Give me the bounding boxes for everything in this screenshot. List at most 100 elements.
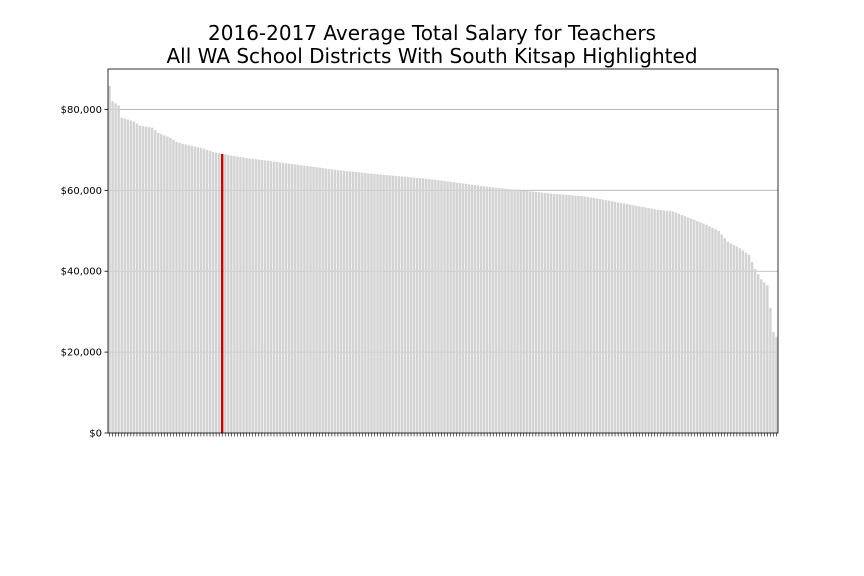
bar: [732, 244, 736, 433]
bar: [756, 274, 760, 433]
bar: [528, 191, 532, 433]
bar: [202, 148, 206, 433]
bar: [312, 166, 315, 433]
bar: [434, 179, 437, 433]
bar: [257, 159, 260, 433]
chart-title-line-2: All WA School Districts With South Kitsa…: [166, 44, 698, 68]
bar: [418, 178, 422, 433]
bar: [373, 173, 376, 433]
bar: [638, 206, 641, 433]
bar: [263, 160, 267, 433]
bar: [111, 101, 114, 433]
bar: [321, 168, 324, 434]
bar: [193, 146, 197, 433]
bar: [616, 202, 620, 433]
bar: [315, 167, 318, 433]
bar: [278, 162, 282, 433]
bar: [568, 195, 571, 433]
bar: [437, 180, 440, 433]
bar: [397, 176, 401, 433]
bar: [641, 206, 644, 433]
bar: [339, 170, 343, 433]
bar: [129, 120, 133, 434]
bar: [504, 188, 507, 433]
bar: [510, 189, 513, 433]
bar: [287, 163, 291, 433]
bar: [147, 127, 151, 433]
y-tick-label: $40,000: [61, 267, 102, 278]
bars: [108, 85, 778, 434]
bar: [184, 144, 187, 433]
bar: [400, 176, 404, 434]
bar: [507, 189, 510, 433]
bar: [525, 190, 528, 433]
bar: [172, 139, 175, 433]
chart-title: 2016-2017 Average Total Salary for Teach…: [0, 22, 864, 68]
bar: [208, 150, 212, 433]
bar: [394, 175, 398, 434]
bar: [428, 179, 431, 433]
bar: [543, 192, 547, 433]
bar: [708, 226, 711, 433]
bar: [522, 190, 525, 433]
bar: [409, 177, 413, 433]
bar: [388, 175, 391, 434]
bar: [766, 285, 769, 433]
bar: [324, 168, 327, 433]
y-tick-label: $20,000: [61, 348, 102, 359]
bar: [467, 184, 471, 433]
bar: [653, 209, 656, 433]
bar: [473, 185, 477, 433]
bar-highlighted: [220, 153, 224, 433]
bar: [729, 243, 733, 433]
bar: [574, 195, 577, 433]
bar: [351, 171, 355, 433]
bar: [327, 168, 331, 434]
bar: [613, 201, 617, 433]
bar: [662, 210, 666, 433]
bar: [181, 143, 184, 434]
bar: [382, 174, 385, 434]
bar: [498, 188, 501, 433]
bar: [699, 222, 702, 433]
bar: [169, 137, 172, 433]
bar: [458, 183, 461, 433]
bar: [303, 165, 306, 433]
bar: [705, 224, 708, 433]
bar: [199, 147, 203, 433]
bar: [753, 269, 757, 433]
bar: [772, 331, 775, 433]
bar: [138, 125, 142, 433]
bar: [492, 187, 495, 433]
bar: [537, 192, 541, 433]
bar: [702, 223, 705, 433]
bar: [245, 157, 248, 433]
bar: [577, 195, 580, 433]
bar: [443, 181, 446, 433]
bar: [385, 175, 388, 433]
plot-frame: [107, 68, 779, 434]
bar: [495, 187, 498, 433]
bar: [251, 158, 254, 433]
bar: [610, 201, 614, 433]
bar: [735, 246, 739, 433]
bar: [717, 230, 720, 433]
bar: [559, 194, 562, 433]
y-tick-label: $80,000: [61, 105, 102, 116]
bar: [674, 212, 678, 433]
bar: [470, 184, 474, 433]
bar: [632, 205, 635, 433]
bar: [233, 155, 236, 433]
bar: [659, 210, 662, 433]
bar: [540, 192, 544, 433]
bar: [230, 155, 233, 433]
bar: [205, 149, 209, 433]
bar: [485, 186, 489, 433]
bar: [120, 117, 123, 434]
bar: [488, 187, 492, 433]
bar: [370, 173, 373, 434]
bar: [601, 199, 605, 433]
bar: [546, 193, 550, 433]
bar: [333, 169, 337, 433]
bar: [619, 202, 623, 433]
